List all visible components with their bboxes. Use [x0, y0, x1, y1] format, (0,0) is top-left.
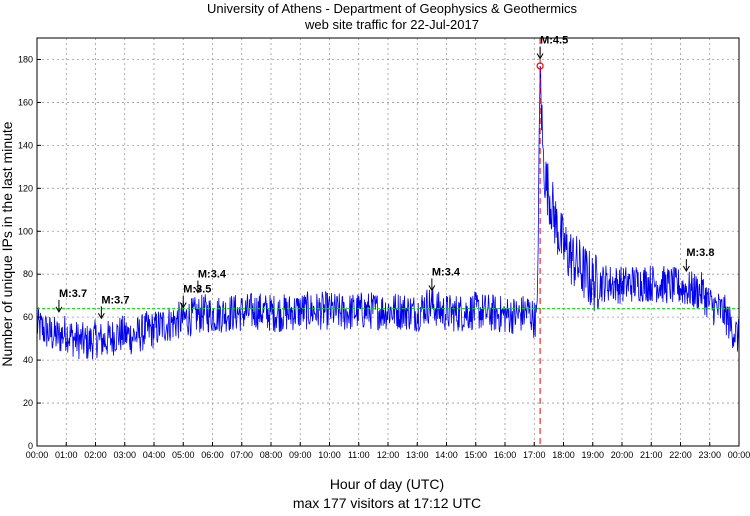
x-axis-sublabel: max 177 visitors at 17:12 UTC: [293, 495, 481, 511]
x-tick-label: 08:00: [260, 450, 283, 460]
y-tick-label: 40: [23, 355, 33, 365]
y-tick-label: 60: [23, 312, 33, 322]
x-tick-label: 01:00: [55, 450, 78, 460]
annotation-arrowhead: [682, 265, 690, 273]
x-axis-label: Hour of day (UTC): [330, 476, 444, 492]
chart-title: University of Athens - Department of Geo…: [207, 1, 577, 16]
x-tick-label: 07:00: [230, 450, 253, 460]
x-tick-label: 19:00: [581, 450, 604, 460]
annotation-label: M:4.5: [540, 34, 568, 46]
x-tick-label: 11:00: [348, 450, 370, 460]
axis-ticks: 0 20 40 60 80 100 120 140 160 180 00:00 01:00 02:00 0…: [18, 54, 750, 460]
y-tick-label: 20: [23, 398, 33, 408]
y-tick-label: 180: [18, 54, 33, 64]
overlay-layer: [37, 38, 739, 446]
annotation-label: M:3.7: [59, 288, 87, 300]
x-tick-label: 17:00: [523, 450, 546, 460]
y-tick-label: 120: [18, 183, 33, 193]
y-tick-label: 160: [18, 97, 33, 107]
x-tick-label: 22:00: [669, 450, 692, 460]
x-tick-label: 00:00: [26, 450, 49, 460]
y-tick-label: 80: [23, 269, 33, 279]
x-tick-label: 16:00: [494, 450, 517, 460]
annotation-arrowhead: [194, 287, 202, 294]
traffic-series-line: [36, 65, 740, 360]
x-tick-label: 03:00: [113, 450, 136, 460]
x-tick-label: 20:00: [611, 450, 634, 460]
annotation-arrowhead: [428, 285, 436, 292]
x-tick-label: 18:00: [552, 450, 575, 460]
annotation-arrowhead: [536, 53, 544, 60]
x-tick-label: 21:00: [640, 450, 663, 460]
x-tick-label: 10:00: [318, 450, 341, 460]
y-axis-label: Number of unique IPs in the last minute: [0, 121, 15, 366]
x-tick-label: 05:00: [172, 450, 195, 460]
annotation-arrowhead: [55, 306, 63, 313]
x-tick-label: 12:00: [377, 450, 400, 460]
chart-subtitle: web site traffic for 22-Jul-2017: [304, 17, 479, 32]
x-tick-label: 09:00: [289, 450, 312, 460]
x-tick-label: 15:00: [464, 450, 487, 460]
x-tick-label: 00:00: [728, 450, 750, 460]
y-tick-label: 0: [28, 441, 33, 451]
annotation-label: M:3.5: [183, 284, 211, 296]
annotations-layer: M:3.7 M:3.7 M:3.5 M:3.4 M:3.4 M:4.5 M:3.8: [55, 34, 714, 320]
max-value-marker: [536, 62, 544, 70]
annotation-arrowhead: [97, 313, 105, 320]
annotation-label: M:3.8: [686, 247, 714, 259]
x-tick-label: 04:00: [143, 450, 166, 460]
annotation-label: M:3.7: [101, 294, 129, 306]
x-tick-label: 13:00: [406, 450, 429, 460]
annotation-arrowhead: [179, 302, 187, 309]
x-tick-label: 06:00: [201, 450, 224, 460]
x-tick-label: 02:00: [84, 450, 107, 460]
x-tick-label: 23:00: [698, 450, 721, 460]
annotation-label: M:3.4: [432, 266, 461, 278]
y-tick-label: 100: [18, 226, 33, 236]
grid-lines: [37, 38, 739, 447]
x-tick-label: 14:00: [435, 450, 458, 460]
y-tick-label: 140: [18, 140, 33, 150]
annotation-label: M:3.4: [198, 269, 227, 281]
series-layer: [36, 65, 740, 360]
